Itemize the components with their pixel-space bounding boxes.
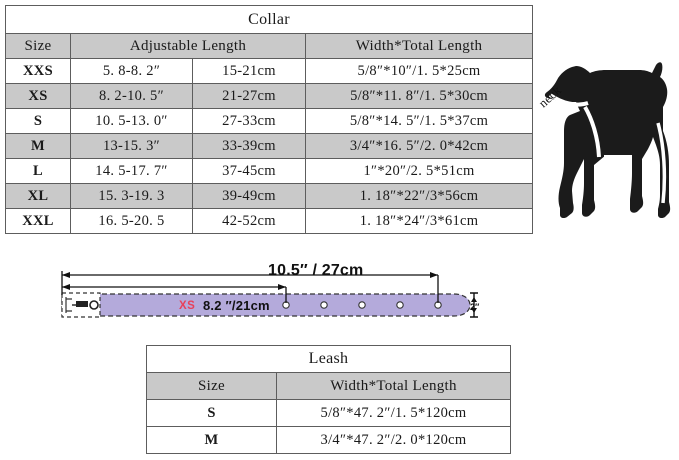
collar-row-width-total: 3/4″*16. 5″/2. 0*42cm [304,133,534,159]
leash-header-row: Size Width*Total Length [146,372,512,400]
table-row: XXS 5. 8-8. 2″ 15-21cm 5/8″*10″/1. 5*25c… [5,58,534,84]
collar-row-cm: 42-52cm [192,208,306,234]
collar-row-inches: 10. 5-13. 0″ [70,108,193,134]
buckle-icon [61,292,101,318]
leash-row-width-total: 5/8″*47. 2″/1. 5*120cm [275,399,512,427]
table-row: XS 8. 2-10. 5″ 21-27cm 5/8″*11. 8″/1. 5*… [5,83,534,109]
strap-outline [61,293,471,317]
collar-row-size: XS [5,83,71,109]
leash-header-size: Size [146,372,277,400]
collar-row-width-total: 5/8″*11. 8″/1. 5*30cm [304,83,534,109]
harness-stripe [583,105,667,204]
collar-row-size: XXS [5,58,71,84]
collar-row-size: S [5,108,71,134]
collar-row-size: XXL [5,208,71,234]
leash-table-title-row: Leash [145,345,512,373]
table-row: XXL 16. 5-20. 5 42-52cm 1. 18″*24″/3*61c… [5,208,534,234]
collar-row-inches: 15. 3-19. 3 [70,183,193,209]
collar-row-width-total: 5/8″*14. 5″/1. 5*37cm [304,108,534,134]
leash-row-size: S [146,399,277,427]
table-row: L 14. 5-17. 7″ 37-45cm 1″*20″/2. 5*51cm [5,158,534,184]
neck-collar-stripe [548,93,589,107]
table-row: M 13-15. 3″ 33-39cm 3/4″*16. 5″/2. 0*42c… [5,133,534,159]
table-row: M 3/4″*47. 2″/2. 0*120cm [146,426,512,454]
collar-header-adjustable-length: Adjustable Length [70,33,306,59]
adjustable-length-dimension-line [62,284,287,303]
collar-row-width-total: 5/8″*10″/1. 5*25cm [304,58,534,84]
leash-size-table: Leash Size Width*Total Length S 5/8″*47.… [145,345,512,454]
collar-row-size: XL [5,183,71,209]
collar-row-inches: 5. 8-8. 2″ [70,58,193,84]
collar-row-width-total: 1. 18″*22″/3*56cm [304,183,534,209]
leash-header-width-total-length: Width*Total Length [275,372,512,400]
collar-row-cm: 37-45cm [192,158,306,184]
table-row: S 10. 5-13. 0″ 27-33cm 5/8″*14. 5″/1. 5*… [5,108,534,134]
table-row: XL 15. 3-19. 3 39-49cm 1. 18″*22″/3*56cm [5,183,534,209]
strap-holes [282,301,442,309]
collar-measurement-diagram [61,271,478,318]
collar-title: Collar [4,5,534,34]
collar-row-cm: 33-39cm [192,133,306,159]
leash-title: Leash [145,345,512,373]
dog-body-shape [544,62,671,219]
adjustable-length-label: 8.2 ″/21cm [203,298,270,313]
collar-row-size: M [5,133,71,159]
collar-row-cm: 27-33cm [192,108,306,134]
collar-row-inches: 8. 2-10. 5″ [70,83,193,109]
strap-width-label: 2″ [470,302,480,312]
collar-header-row: Size Adjustable Length Width*Total Lengt… [5,33,534,59]
strap-size-badge: XS [179,300,196,312]
leash-row-width-total: 3/4″*47. 2″/2. 0*120cm [275,426,512,454]
collar-row-inches: 13-15. 3″ [70,133,193,159]
leash-row-size: M [146,426,277,454]
collar-table-title-row: Collar [4,5,534,34]
collar-row-inches: 16. 5-20. 5 [70,208,193,234]
collar-row-width-total: 1. 18″*24″/3*61cm [304,208,534,234]
total-length-label: 10.5″ / 27cm [268,262,364,279]
collar-row-cm: 15-21cm [192,58,306,84]
collar-header-width-total-length: Width*Total Length [304,33,534,59]
collar-size-table: Collar Size Adjustable Length Width*Tota… [4,5,534,234]
strap-width-dimension [470,292,478,318]
collar-row-size: L [5,158,71,184]
collar-row-width-total: 1″*20″/2. 5*51cm [304,158,534,184]
collar-header-size: Size [5,33,71,59]
dog-silhouette-illustration [544,62,671,219]
table-row: S 5/8″*47. 2″/1. 5*120cm [146,399,512,427]
collar-row-cm: 21-27cm [192,83,306,109]
collar-row-inches: 14. 5-17. 7″ [70,158,193,184]
total-length-dimension-line [62,272,439,303]
collar-row-cm: 39-49cm [192,183,306,209]
